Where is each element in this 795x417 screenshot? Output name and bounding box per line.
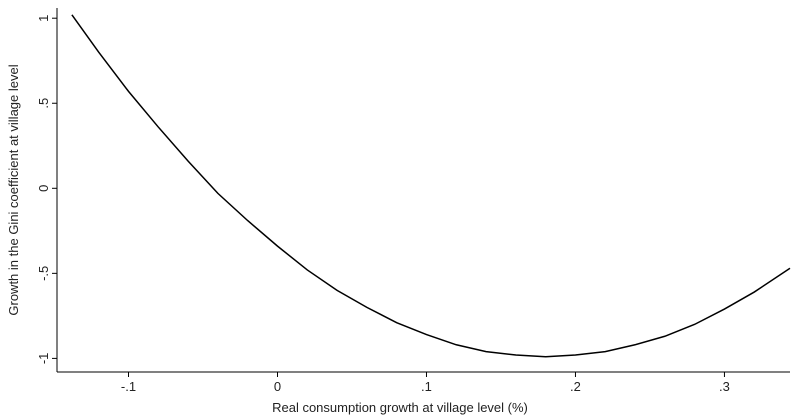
y-tick-label: -1 (36, 353, 51, 365)
y-tick-label: 1 (36, 15, 51, 22)
y-tick-label: -.5 (36, 266, 51, 281)
line-series (71, 14, 791, 358)
x-tick-label: 0 (274, 379, 281, 394)
x-tick-label: .1 (421, 379, 432, 394)
x-axis-label: Real consumption growth at village level… (272, 400, 528, 415)
y-axis-label: Growth in the Gini coefficient at villag… (6, 64, 21, 315)
y-tick-label: 0 (36, 185, 51, 192)
x-tick-label: .2 (570, 379, 581, 394)
y-tick-label: .5 (36, 98, 51, 109)
x-tick-label: .3 (719, 379, 730, 394)
x-tick-label: -.1 (121, 379, 136, 394)
